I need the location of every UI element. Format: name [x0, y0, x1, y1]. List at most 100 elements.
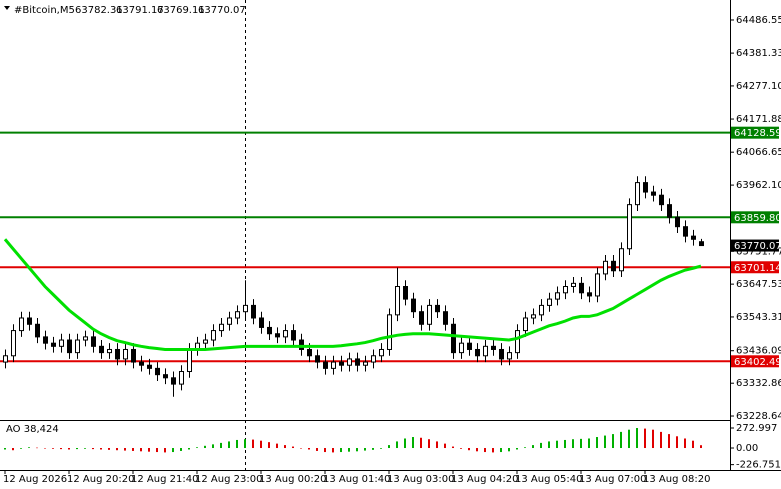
candle-body: [507, 352, 512, 360]
ao-bar: [236, 439, 238, 449]
candle-body: [611, 260, 616, 272]
candle-body: [3, 355, 8, 363]
ao-bar: [284, 445, 286, 449]
ao-bar: [404, 438, 406, 449]
candle-body: [563, 286, 568, 294]
y-tick-label: 63543.31: [736, 312, 781, 323]
level-label-box: [731, 355, 779, 368]
ao-bar: [164, 448, 166, 453]
ao-bar: [484, 448, 486, 453]
candle-body: [435, 304, 440, 313]
candle-body: [275, 333, 280, 338]
current-price-box: [731, 239, 779, 252]
candle-body: [99, 345, 104, 354]
ao-bar: [388, 445, 390, 449]
ao-bar: [124, 448, 126, 451]
ao-bar: [156, 448, 158, 453]
candle-body: [123, 348, 128, 360]
candle-body: [587, 292, 592, 297]
ao-bar: [268, 442, 270, 449]
candle-body: [459, 342, 464, 354]
ao-bar: [532, 445, 534, 449]
ao-bar: [12, 448, 14, 451]
ao-tick-label: 272.997: [736, 423, 777, 434]
candle-body: [475, 348, 480, 357]
close-value: 63770.07: [198, 5, 246, 16]
x-tick-label: 12 Aug 2026: [3, 474, 67, 485]
level-label: 64128.59: [734, 128, 781, 139]
level-label-box: [731, 211, 779, 224]
ao-bar: [492, 448, 494, 453]
candle-body: [387, 314, 392, 350]
candle-body: [443, 311, 448, 325]
candle-body: [323, 361, 328, 369]
ao-bar: [108, 448, 110, 450]
ao-bar: [620, 431, 622, 449]
ao-bar: [44, 448, 46, 449]
ao-bar: [604, 435, 606, 449]
ao-bar: [116, 448, 118, 451]
candle-body: [403, 286, 408, 300]
ao-bar: [636, 428, 638, 449]
ao-bar: [684, 438, 686, 449]
x-tick-label: 12 Aug 21:40: [131, 474, 198, 485]
candle-body: [651, 191, 656, 196]
ao-bar: [540, 442, 542, 449]
ao-bar: [372, 448, 374, 450]
candle-body: [683, 226, 688, 237]
candle-body: [163, 374, 168, 379]
ao-bar: [572, 439, 574, 449]
candle-body: [83, 336, 88, 341]
ao-bar: [292, 446, 294, 449]
x-tick-label: 13 Aug 04:20: [451, 474, 518, 485]
ao-bar: [612, 434, 614, 449]
ao-bar: [84, 448, 86, 449]
ao-bar: [220, 442, 222, 449]
ao-bar: [588, 438, 590, 449]
candle-body: [91, 336, 96, 347]
high-value: 63791.17: [116, 5, 164, 16]
level-label: 63859.80: [734, 213, 781, 224]
candle-body: [491, 345, 496, 350]
candle-body: [515, 330, 520, 354]
chart-title: #Bitcoin,M5: [14, 5, 75, 16]
ao-bar: [52, 448, 54, 449]
x-tick-label: 12 Aug 23:00: [195, 474, 262, 485]
y-tick-label: 63332.86: [736, 378, 781, 389]
candle-body: [27, 317, 32, 325]
ao-bar: [212, 444, 214, 449]
candle-body: [555, 292, 560, 300]
x-tick-label: 13 Aug 08:20: [643, 474, 710, 485]
ao-bar: [132, 448, 134, 451]
candle-body: [155, 367, 160, 376]
ao-bar: [348, 448, 350, 452]
ao-bar: [36, 447, 38, 449]
ao-bar: [444, 443, 446, 449]
candle-body: [523, 317, 528, 332]
level-label: 63701.14: [734, 263, 781, 274]
candle-body: [603, 260, 608, 275]
ao-bar: [260, 440, 262, 449]
x-tick-label: 13 Aug 01:40: [323, 474, 390, 485]
candle-body: [571, 282, 576, 288]
candle-body: [531, 314, 536, 319]
ao-bar: [300, 448, 302, 449]
candle-body: [179, 371, 184, 385]
y-tick-label: 64381.33: [736, 48, 781, 59]
ao-bar: [644, 428, 646, 449]
candle-body: [147, 364, 152, 369]
level-label-box: [731, 261, 779, 274]
ao-bar: [420, 437, 422, 449]
ao-bar: [692, 440, 694, 449]
y-tick-label: 63436.09: [736, 346, 781, 357]
ao-bar: [68, 448, 70, 450]
candle-body: [347, 358, 352, 366]
y-tick-label: 63751.77: [736, 246, 781, 257]
ao-tick-label: 0.00: [736, 443, 758, 454]
ao-bar: [308, 448, 310, 450]
candle-body: [355, 358, 360, 366]
candle-body: [395, 286, 400, 316]
ao-bar: [460, 448, 462, 449]
ao-bar: [76, 448, 78, 450]
candle-body: [51, 342, 56, 347]
